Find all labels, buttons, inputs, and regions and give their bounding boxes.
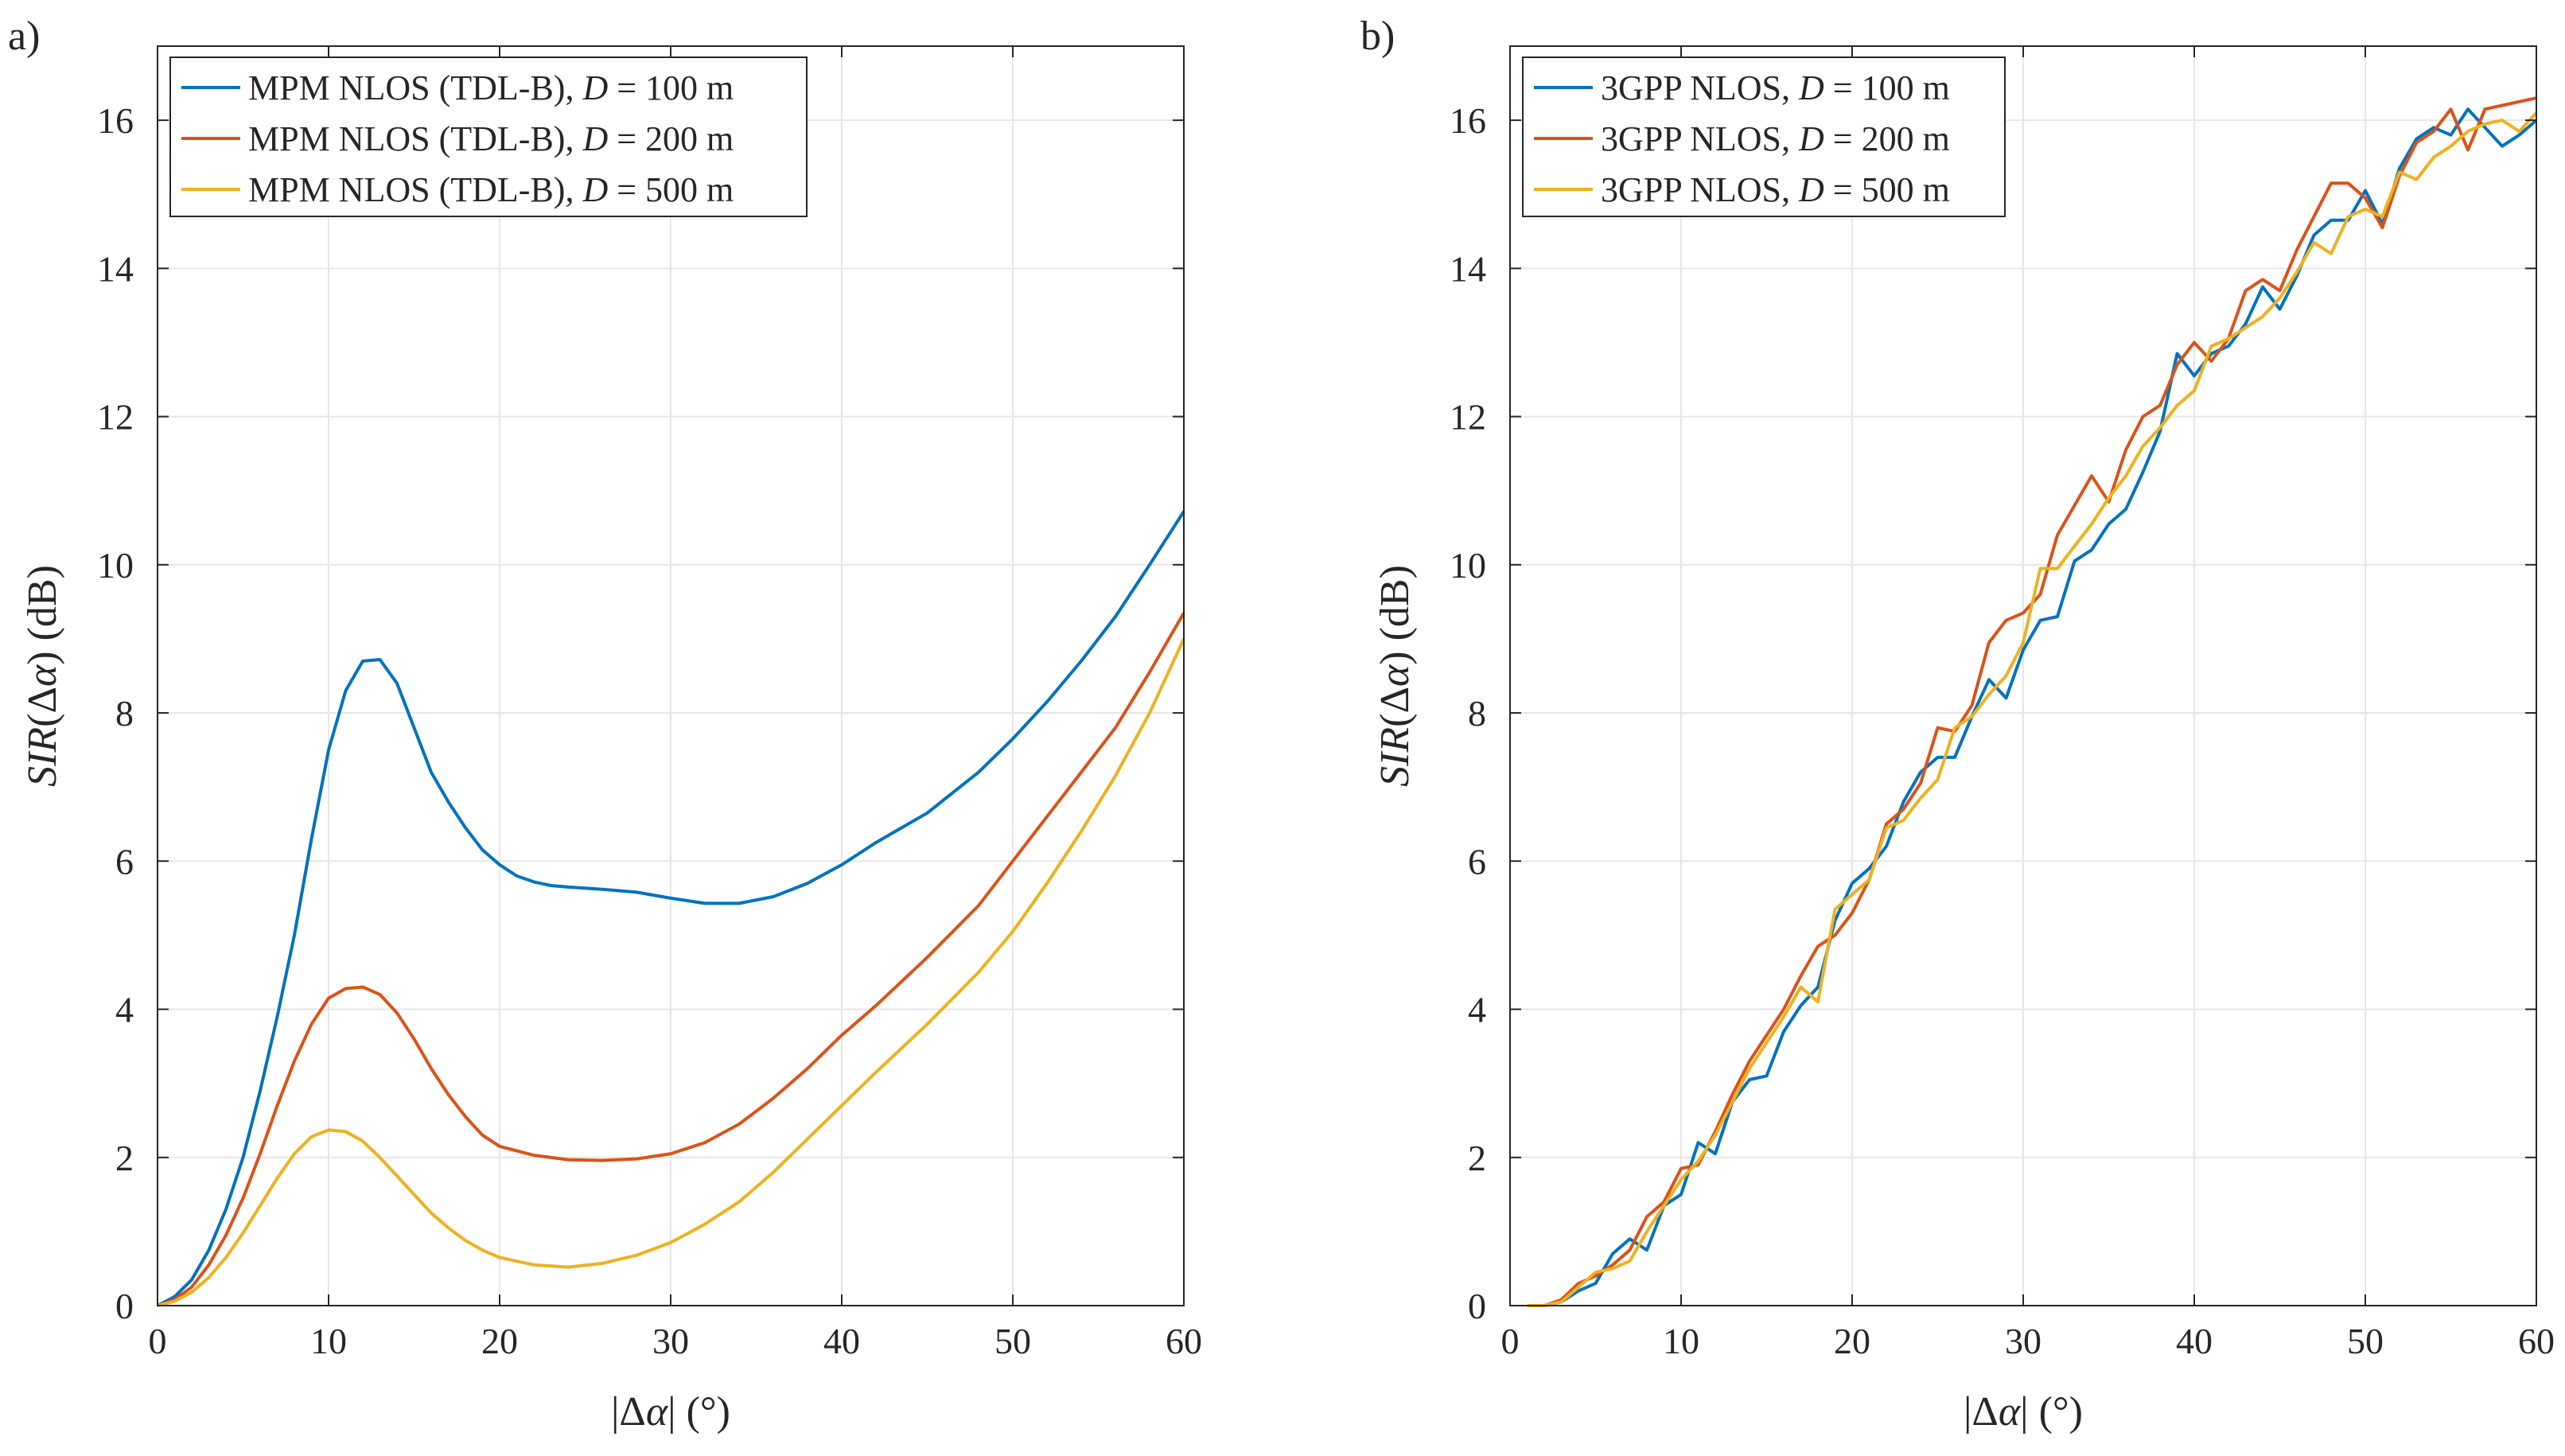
series-line-1	[1527, 107, 2538, 1307]
series-line-1	[157, 510, 1185, 1307]
legend-box	[1522, 56, 2006, 217]
legend-box	[169, 56, 808, 217]
y-tick-label: 16	[97, 100, 134, 141]
y-tick-label: 4	[1468, 990, 1486, 1030]
y-tick-label: 4	[115, 990, 134, 1030]
x-tick-label: 50	[2347, 1321, 2384, 1361]
x-tick-label: 0	[149, 1321, 167, 1361]
y-tick-label: 14	[1450, 248, 1486, 289]
y-tick-label: 12	[97, 397, 134, 438]
x-tick-label: 30	[652, 1321, 689, 1361]
y-tick-label: 2	[115, 1138, 134, 1178]
panel-label: b)	[1360, 14, 1395, 59]
y-tick-label: 0	[115, 1286, 134, 1326]
x-tick-label: 50	[994, 1321, 1031, 1361]
y-tick-label: 14	[97, 248, 134, 289]
legend-label-3: MPM NLOS (TDL-B), D = 500 m	[248, 170, 734, 209]
x-tick-label: 0	[1501, 1321, 1520, 1361]
x-tick-label: 20	[1834, 1321, 1870, 1361]
legend-label-2: 3GPP NLOS, D = 200 m	[1601, 119, 1950, 158]
y-tick-label: 6	[115, 841, 134, 882]
x-axis-label: |Δα| (°)	[1964, 1389, 2083, 1435]
x-tick-label: 60	[1166, 1321, 1202, 1361]
series-line-2	[157, 612, 1185, 1307]
y-tick-label: 8	[1468, 693, 1486, 734]
y-tick-label: 10	[1450, 545, 1486, 586]
x-axis-label: |Δα| (°)	[611, 1389, 730, 1435]
chart-panel-b: 0 10 20 30 40 50 60 0 2 4 6 8 10 12 14 16 |Δα| (°) SIR(Δα…	[1360, 14, 2555, 1435]
legend: 3GPP NLOS, D = 100 m 3GPP NLOS, D = 200 m…	[1522, 56, 2006, 217]
x-tick-label: 10	[1663, 1321, 1699, 1361]
series-line-3	[1527, 111, 2538, 1307]
x-tick-label: 10	[310, 1321, 347, 1361]
y-tick-label: 6	[1468, 841, 1486, 882]
y-tick-label: 10	[97, 545, 134, 586]
y-tick-label: 0	[1468, 1286, 1486, 1326]
x-tick-label: 40	[823, 1321, 860, 1361]
y-axis-label: SIR(Δα) (dB)	[20, 565, 65, 787]
x-tick-label: 60	[2518, 1321, 2555, 1361]
chart-panel-a: 0 10 20 30 40 50 60 0 2 4 6 8 10 12 14 16 |Δα| (°) SIR(Δα…	[8, 14, 1202, 1435]
x-tick-label: 30	[2005, 1321, 2041, 1361]
y-tick-label: 2	[1468, 1138, 1486, 1178]
y-axis-label: SIR(Δα) (dB)	[1372, 565, 1418, 787]
legend-label-1: 3GPP NLOS, D = 100 m	[1601, 68, 1950, 107]
x-tick-label: 20	[481, 1321, 518, 1361]
legend-label-3: 3GPP NLOS, D = 500 m	[1601, 170, 1950, 209]
y-tick-label: 16	[1450, 100, 1486, 141]
legend: MPM NLOS (TDL-B), D = 100 m MPM NLOS (TDL…	[169, 56, 808, 217]
y-tick-label: 12	[1450, 397, 1486, 438]
legend-label-1: MPM NLOS (TDL-B), D = 100 m	[248, 68, 734, 107]
y-tick-label: 8	[115, 693, 134, 734]
panel-label: a)	[8, 14, 40, 59]
legend-label-2: MPM NLOS (TDL-B), D = 200 m	[248, 119, 734, 158]
series-line-3	[157, 638, 1185, 1307]
x-tick-label: 40	[2176, 1321, 2213, 1361]
